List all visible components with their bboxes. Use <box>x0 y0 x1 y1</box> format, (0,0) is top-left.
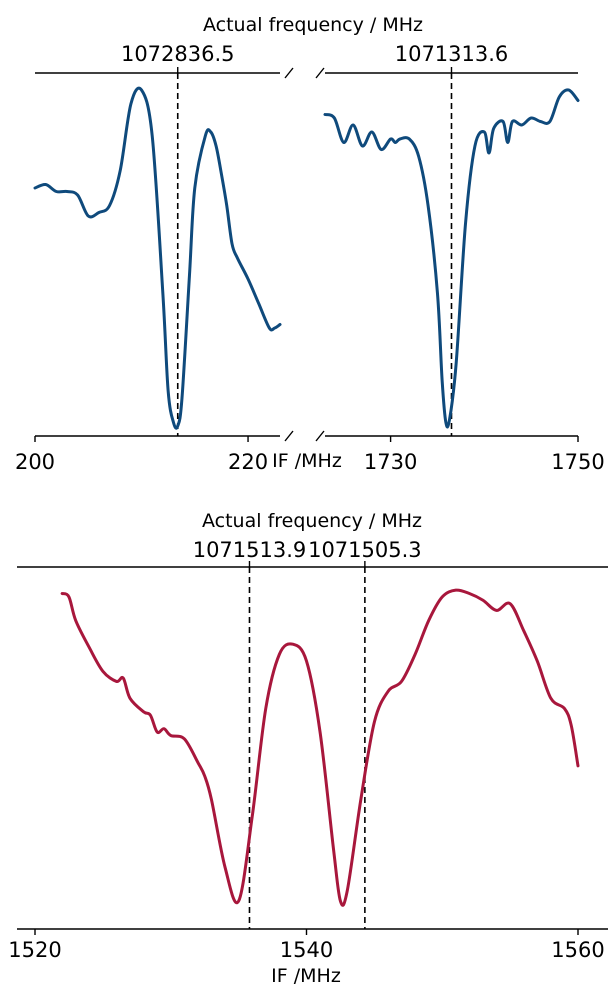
chart1-series <box>33 86 580 430</box>
x-tick-label: 1730 <box>364 450 417 474</box>
axis-break-mark <box>315 430 325 442</box>
chart2-top-axis-label: Actual frequency / MHz <box>202 510 422 532</box>
axis-break-mark <box>284 67 294 79</box>
chart1-top-axis: 1072836.5 1071313.6 <box>35 42 578 79</box>
chart1-top-axis-label: Actual frequency / MHz <box>203 14 423 36</box>
top-tick-label: 1072836.5 <box>121 42 235 66</box>
x-tick-label: 1540 <box>280 938 333 962</box>
chart1-x-axis-label: IF /MHz <box>272 450 342 472</box>
axis-break-mark <box>284 430 294 442</box>
top-tick-label: 1071313.6 <box>395 42 509 66</box>
chart2-series <box>60 588 580 907</box>
chart2-x-axis-label: IF /MHz <box>271 965 341 987</box>
x-tick-label: 1750 <box>551 450 604 474</box>
top-tick-label: 1071505.3 <box>308 538 422 562</box>
spectrum-line <box>60 588 580 907</box>
x-tick-label: 200 <box>15 450 55 474</box>
chart-bottom: Actual frequency / MHz 1071513.9 1071505.… <box>8 510 608 987</box>
spectrum-line-panel2 <box>323 88 580 429</box>
x-tick-label: 1520 <box>8 938 61 962</box>
chart1-reference-lines <box>176 73 453 436</box>
chart2-bottom-axis: 1520 1540 1560 <box>8 928 608 962</box>
x-tick-label: 1560 <box>551 938 604 962</box>
chart1-bottom-axis: 200 220 1730 1750 <box>15 430 605 474</box>
top-tick-label: 1071513.9 <box>193 538 307 562</box>
chart-top-broken-axis: Actual frequency / MHz 1072836.5 1071313.… <box>15 14 605 474</box>
chart2-reference-lines <box>248 567 366 929</box>
chart2-top-axis: 1071513.9 1071505.3 <box>17 538 608 568</box>
spectrum-line-panel1 <box>33 86 282 430</box>
x-tick-label: 220 <box>228 450 268 474</box>
axis-break-mark <box>315 67 325 79</box>
